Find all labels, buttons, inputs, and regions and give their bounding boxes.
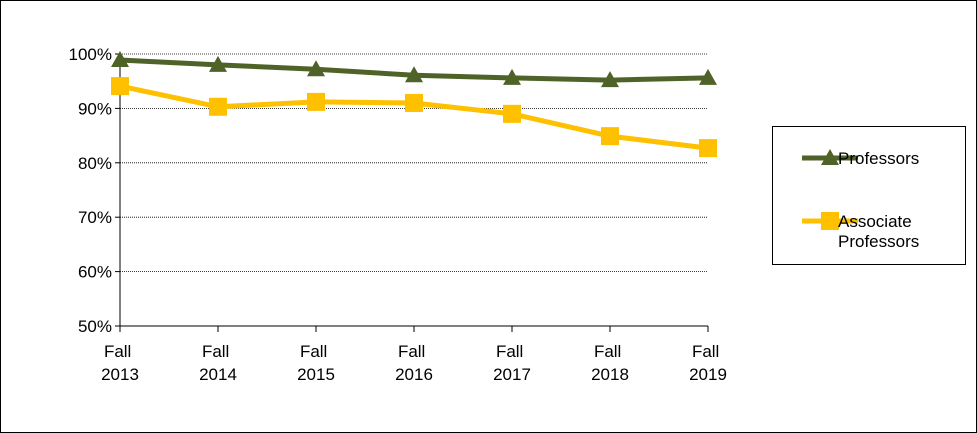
x-tick-label: Fall 2013 — [101, 342, 139, 384]
y-tick-label: 50% — [78, 317, 112, 336]
legend-label: Professors — [838, 149, 919, 168]
legend-box — [772, 126, 966, 265]
marker — [307, 92, 325, 111]
x-tick-label: Fall 2014 — [199, 342, 237, 384]
marker — [601, 127, 619, 146]
y-tick-label: 60% — [78, 263, 112, 282]
marker — [111, 50, 129, 67]
x-tick-label: Fall 2017 — [493, 342, 531, 384]
legend-marker — [821, 212, 839, 230]
marker — [405, 66, 423, 83]
marker — [209, 55, 227, 72]
marker — [209, 97, 227, 116]
marker — [699, 68, 717, 85]
x-tick-label: Fall 2016 — [395, 342, 433, 384]
x-tick-label: Fall 2018 — [591, 342, 629, 384]
marker — [699, 139, 717, 158]
legend-label: Associate Professors — [838, 212, 919, 251]
marker — [601, 71, 619, 88]
marker — [405, 93, 423, 112]
marker — [111, 77, 129, 96]
x-tick-label: Fall 2015 — [297, 342, 335, 384]
y-tick-label: 80% — [78, 154, 112, 173]
marker — [503, 68, 521, 85]
y-tick-label: 70% — [78, 208, 112, 227]
legend-marker — [821, 149, 839, 165]
x-tick-label: Fall 2019 — [689, 342, 727, 384]
y-tick-label: 100% — [69, 45, 112, 64]
marker — [503, 104, 521, 123]
marker — [307, 60, 325, 77]
y-tick-label: 90% — [78, 99, 112, 118]
